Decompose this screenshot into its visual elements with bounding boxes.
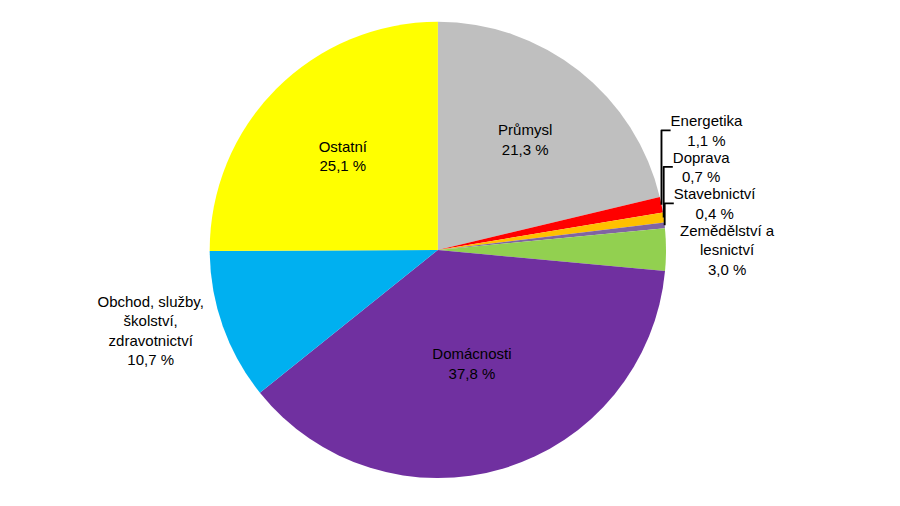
svg-text:Energetika1,1 %: Energetika1,1 % bbox=[671, 112, 743, 149]
svg-text:Obchod, služby,školství,zdravo: Obchod, služby,školství,zdravotnictví10,… bbox=[97, 293, 203, 369]
svg-text:Doprava0,7 %: Doprava0,7 % bbox=[673, 149, 730, 186]
svg-text:Zemědělství alesnictví3,0 %: Zemědělství alesnictví3,0 % bbox=[680, 222, 775, 278]
svg-text:Ostatní25,1 %: Ostatní25,1 % bbox=[319, 138, 368, 175]
svg-text:Stavebnictví0,4 %: Stavebnictví0,4 % bbox=[674, 185, 757, 222]
svg-text:Průmysl21,3 %: Průmysl21,3 % bbox=[498, 121, 552, 158]
svg-text:Domácnosti37,8 %: Domácnosti37,8 % bbox=[432, 345, 511, 382]
